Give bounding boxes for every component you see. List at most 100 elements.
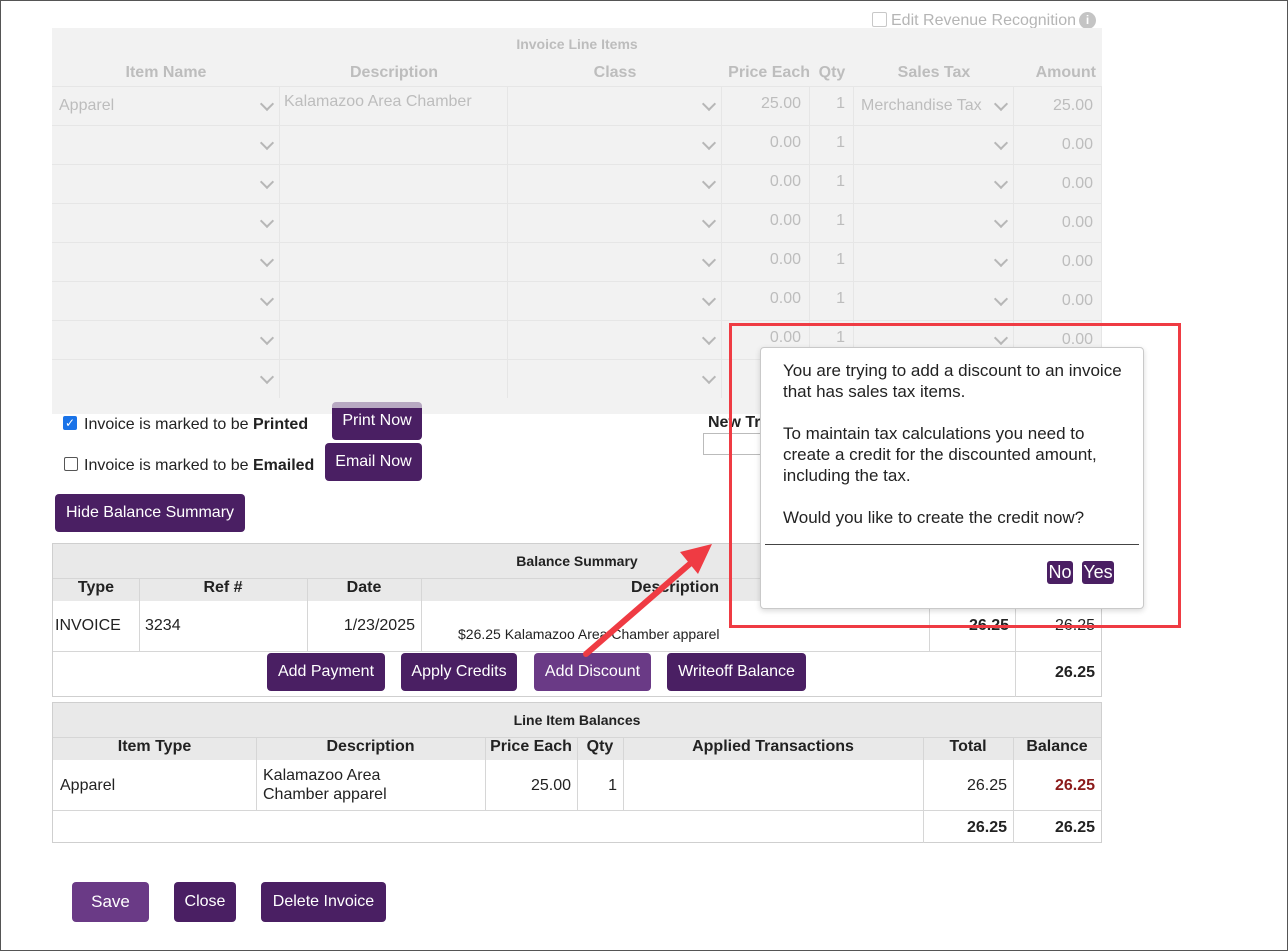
line-item-amount: 0.00	[1061, 292, 1093, 309]
hide-balance-summary-button[interactable]: Hide Balance Summary	[55, 494, 245, 532]
bs-header-description: Description	[630, 579, 719, 596]
line-item-class-cell[interactable]	[508, 282, 722, 320]
chevron-down-icon	[701, 213, 717, 229]
red-arrow-annotation	[583, 544, 712, 657]
close-button[interactable]: Close	[174, 882, 236, 922]
save-button[interactable]: Save	[72, 882, 149, 922]
line-items-title: Invoice Line Items	[516, 36, 638, 52]
no-button[interactable]: No	[1047, 561, 1073, 584]
line-item-tax-cell[interactable]	[854, 243, 1014, 281]
writeoff-balance-button[interactable]: Writeoff Balance	[667, 653, 806, 691]
line-item-class-cell[interactable]	[508, 360, 722, 398]
line-item-item-cell[interactable]: Apparel	[52, 87, 280, 125]
bs-divider	[1015, 600, 1016, 697]
line-item-description-cell[interactable]	[280, 165, 508, 203]
lib-title: Line Item Balances	[53, 703, 1101, 737]
line-item-balances: Line Item Balances Item Type Description…	[52, 702, 1102, 843]
line-item-qty-cell[interactable]: 1	[810, 126, 854, 164]
printed-checkbox[interactable]: ✓	[63, 416, 77, 430]
line-item-tax-cell[interactable]	[854, 165, 1014, 203]
line-item-qty-cell[interactable]: 1	[810, 243, 854, 281]
bs-description: $26.25 Kalamazoo Area Chamber apparel	[458, 626, 720, 642]
chevron-down-icon	[993, 174, 1009, 190]
line-item-item-cell[interactable]	[52, 204, 280, 242]
line-item-amount-cell[interactable]: 25.00	[1014, 87, 1102, 125]
line-item-price-cell[interactable]: 0.00	[722, 282, 810, 320]
line-item-amount: 0.00	[1061, 136, 1093, 153]
line-item-amount-cell[interactable]: 0.00	[1014, 282, 1102, 320]
line-item-amount: 0.00	[1061, 214, 1093, 231]
line-item-class-cell[interactable]	[508, 126, 722, 164]
bs-total: 26.25	[1054, 664, 1095, 681]
line-item-price-cell[interactable]: 0.00	[722, 321, 810, 359]
add-payment-button[interactable]: Add Payment	[267, 653, 385, 691]
email-now-button[interactable]: Email Now	[325, 443, 422, 481]
header-sales-tax: Sales Tax	[897, 64, 971, 81]
line-item-amount: 0.00	[1061, 331, 1093, 348]
printed-prefix: Invoice is marked to be	[84, 416, 253, 433]
line-item-amount-cell[interactable]: 0.00	[1014, 243, 1102, 281]
line-item-class-cell[interactable]	[508, 321, 722, 359]
header-description: Description	[349, 64, 438, 81]
emailed-checkbox[interactable]	[64, 457, 78, 471]
line-item-description-cell[interactable]	[280, 282, 508, 320]
lib-header-balance: Balance	[1026, 738, 1088, 755]
line-item-tax-cell[interactable]: Merchandise Tax	[854, 87, 1014, 125]
line-item-item: Apparel	[59, 97, 115, 114]
emailed-bold: Emailed	[252, 457, 315, 474]
line-item-class-cell[interactable]	[508, 243, 722, 281]
dialog-message-3: Would you like to create the credit now?	[783, 508, 1085, 527]
line-item-price-cell[interactable]: 0.00	[722, 165, 810, 203]
line-item-description: Kalamazoo Area Chamber	[284, 93, 472, 110]
add-discount-button[interactable]: Add Discount	[534, 653, 651, 691]
revenue-recognition-checkbox[interactable]	[872, 12, 887, 27]
line-item-tax: Merchandise Tax	[861, 97, 982, 114]
line-item-qty-cell[interactable]: 1	[810, 282, 854, 320]
line-item-tax-cell[interactable]	[854, 282, 1014, 320]
line-item-price-cell[interactable]: 25.00	[722, 87, 810, 125]
line-item-amount-cell[interactable]: 0.00	[1014, 165, 1102, 203]
line-item-item-cell[interactable]	[52, 282, 280, 320]
lib-price: 25.00	[530, 777, 571, 794]
line-item-qty-cell[interactable]: 1	[810, 204, 854, 242]
lib-divider	[256, 737, 257, 810]
lib-divider	[577, 737, 578, 810]
print-now-button[interactable]: Print Now	[332, 402, 422, 440]
line-item-price-cell[interactable]: 0.00	[722, 126, 810, 164]
line-item-description-cell[interactable]	[280, 126, 508, 164]
line-item-description-cell[interactable]	[280, 204, 508, 242]
yes-button[interactable]: Yes	[1082, 561, 1114, 584]
line-item-tax-cell[interactable]	[854, 321, 1014, 359]
chevron-down-icon	[701, 291, 717, 307]
bs-type: INVOICE	[55, 617, 121, 634]
line-item-item-cell[interactable]	[52, 165, 280, 203]
lib-divider	[623, 737, 624, 810]
chevron-down-icon	[259, 252, 275, 268]
line-item-description-cell[interactable]: Kalamazoo Area Chamber	[280, 87, 508, 125]
line-item-amount-cell[interactable]: 0.00	[1014, 204, 1102, 242]
line-item-price-cell[interactable]: 0.00	[722, 243, 810, 281]
info-icon[interactable]: i	[1079, 12, 1096, 29]
line-item-description-cell[interactable]	[280, 321, 508, 359]
line-item-item-cell[interactable]	[52, 243, 280, 281]
line-item-price-cell[interactable]: 0.00	[722, 204, 810, 242]
line-item-tax-cell[interactable]	[854, 204, 1014, 242]
apply-credits-button[interactable]: Apply Credits	[401, 653, 517, 691]
line-item-tax-cell[interactable]	[854, 126, 1014, 164]
line-item-class-cell[interactable]	[508, 165, 722, 203]
delete-invoice-button[interactable]: Delete Invoice	[261, 882, 386, 922]
line-item-item-cell[interactable]	[52, 126, 280, 164]
line-item-qty-cell[interactable]: 1	[810, 321, 854, 359]
line-item-item-cell[interactable]	[52, 321, 280, 359]
line-item-amount-cell[interactable]: 0.00	[1014, 126, 1102, 164]
line-item-row: 0.00 1 0.00	[52, 125, 1102, 164]
line-item-description-cell[interactable]	[280, 243, 508, 281]
line-item-class-cell[interactable]	[508, 87, 722, 125]
line-item-qty: 1	[836, 95, 845, 112]
line-item-class-cell[interactable]	[508, 204, 722, 242]
line-item-qty-cell[interactable]: 1	[810, 165, 854, 203]
line-item-amount-cell[interactable]: 0.00	[1014, 321, 1102, 359]
line-item-qty-cell[interactable]: 1	[810, 87, 854, 125]
line-item-item-cell[interactable]	[52, 360, 280, 398]
line-item-description-cell[interactable]	[280, 360, 508, 398]
